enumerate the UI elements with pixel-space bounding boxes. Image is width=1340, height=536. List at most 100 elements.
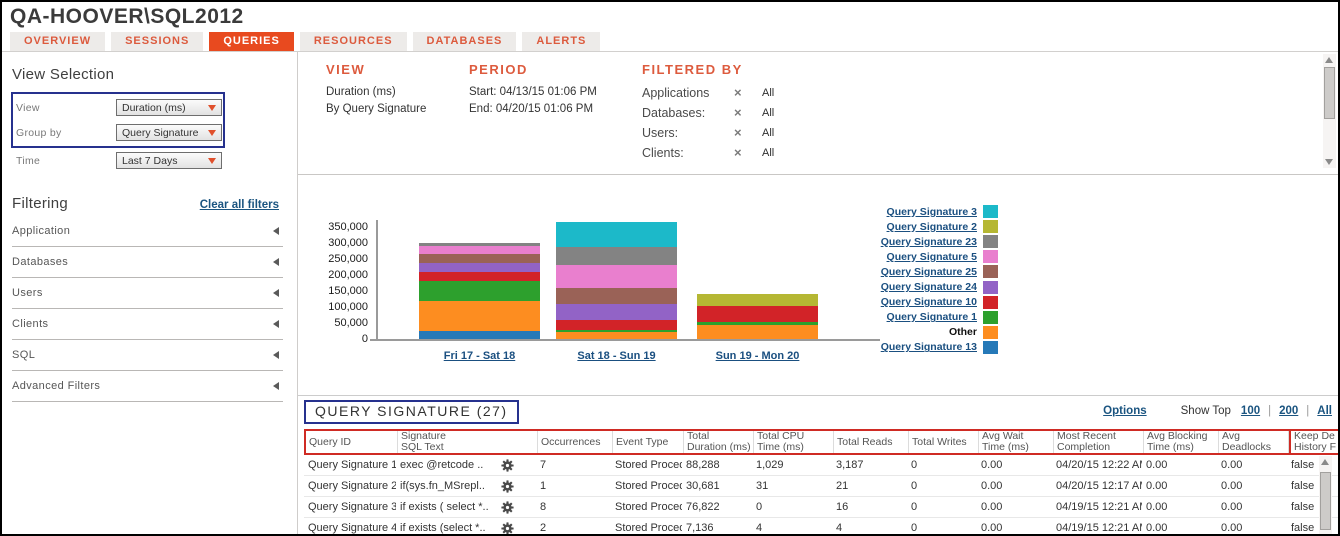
- legend-label[interactable]: Query Signature 25: [880, 265, 977, 278]
- remove-filter-icon[interactable]: ×: [734, 125, 742, 140]
- category-link-sun-19-mon-20[interactable]: Sun 19 - Mon 20: [715, 350, 800, 362]
- bar-segment-query-signature-1: [419, 280, 540, 302]
- legend-label[interactable]: Query Signature 1: [886, 311, 977, 324]
- column-header-occurrences: Occurrences: [538, 431, 613, 453]
- legend-label[interactable]: Query Signature 5: [886, 250, 977, 263]
- filter-section-clients[interactable]: Clients: [12, 309, 283, 340]
- legend-swatch: [983, 265, 998, 279]
- column-header-keep-de-history-f: Keep De History F: [1289, 431, 1338, 453]
- tab-overview[interactable]: OVERVIEW: [10, 32, 106, 51]
- separator: |: [1268, 405, 1272, 417]
- legend-label[interactable]: Query Signature 3: [886, 205, 977, 218]
- separator: |: [1306, 405, 1310, 417]
- cell-signature-sql-text: exec @retcode ..: [396, 458, 536, 472]
- scrollbar-thumb[interactable]: [1320, 472, 1331, 530]
- gear-icon[interactable]: [501, 521, 514, 534]
- legend-swatch: [983, 220, 998, 234]
- cell-event-type: Stored Proced: [615, 501, 682, 513]
- groupby-dropdown[interactable]: Query Signature: [116, 124, 222, 141]
- filter-section-label: Application: [12, 225, 71, 237]
- scroll-down-icon[interactable]: [1325, 159, 1333, 165]
- bar-segment-query-signature-13: [419, 330, 540, 339]
- column-header-signature-sql-text: Signature SQL Text: [398, 431, 538, 453]
- options-link[interactable]: Options: [1103, 405, 1147, 417]
- filter-section-advanced-filters[interactable]: Advanced Filters: [12, 371, 283, 402]
- filter-section-databases[interactable]: Databases: [12, 247, 283, 278]
- view-selection-title: View Selection: [12, 66, 115, 83]
- gear-icon[interactable]: [501, 458, 514, 472]
- chevron-left-icon: [273, 289, 279, 297]
- cell-avg-deadlocks: 0.00: [1221, 501, 1243, 513]
- view-dropdown-value: Duration (ms): [122, 101, 186, 114]
- time-label: Time: [16, 154, 41, 167]
- show-top-100[interactable]: 100: [1240, 405, 1261, 417]
- gear-icon[interactable]: [501, 479, 514, 493]
- legend-swatch: [983, 325, 998, 339]
- tab-databases[interactable]: DATABASES: [412, 32, 517, 51]
- filter-section-users[interactable]: Users: [12, 278, 283, 309]
- scroll-up-icon[interactable]: [1325, 57, 1333, 63]
- cell-query-id: Query Signature 3: [308, 501, 396, 513]
- time-dropdown-value: Last 7 Days: [122, 154, 178, 167]
- bar-fri-17-sat-18[interactable]: [419, 242, 540, 339]
- table-row-query-signature-2[interactable]: Query Signature 2 if(sys.fn_MSrepl.. 1 Stor…: [304, 476, 1338, 497]
- header-line: Query ID: [309, 435, 352, 448]
- cell-occurrences: 2: [540, 522, 547, 534]
- tab-resources[interactable]: RESOURCES: [299, 32, 407, 51]
- show-top-200[interactable]: 200: [1279, 405, 1299, 417]
- gear-icon[interactable]: [501, 500, 514, 514]
- table-row-query-signature-1[interactable]: Query Signature 1 exec @retcode .. 7 Stored…: [304, 455, 1338, 476]
- remove-filter-icon[interactable]: ×: [734, 105, 742, 120]
- remove-filter-icon[interactable]: ×: [734, 85, 742, 100]
- clear-all-filters-link[interactable]: Clear all filters: [199, 199, 279, 211]
- chevron-left-icon: [273, 320, 279, 328]
- legend-item-query-signature-5: Query Signature 5: [886, 249, 998, 264]
- filter-section-label: Databases: [12, 256, 69, 268]
- table-title: QUERY SIGNATURE (27): [304, 400, 519, 424]
- legend-label[interactable]: Query Signature 23: [880, 235, 977, 248]
- filter-section-label: Advanced Filters: [12, 380, 101, 392]
- bar-sat-18-sun-19[interactable]: [556, 221, 677, 339]
- scroll-up-icon[interactable]: [1321, 459, 1329, 465]
- tab-queries[interactable]: QUERIES: [209, 32, 294, 51]
- category-link-fri-17-sat-18[interactable]: Fri 17 - Sat 18: [443, 350, 516, 362]
- table-row-query-signature-3[interactable]: Query Signature 3 if exists ( select *.. 8…: [304, 497, 1338, 518]
- y-tick-label: 350,000: [328, 221, 368, 233]
- bar-segment-query-signature-24: [556, 303, 677, 321]
- filter-section-application[interactable]: Application: [12, 216, 283, 247]
- tab-sessions[interactable]: SESSIONS: [111, 32, 204, 51]
- cell-keep-de-history-f: false: [1291, 459, 1315, 471]
- chart-legend: Query Signature 3 Query Signature 2 Query …: [881, 204, 998, 355]
- bar-sun-19-mon-20[interactable]: [697, 293, 818, 339]
- cell-avg-wait-time-ms-: 0.00: [981, 480, 1003, 492]
- show-top-links: 100 | 200 | All: [1241, 405, 1332, 417]
- table-scrollbar[interactable]: [1319, 456, 1332, 534]
- bar-segment-query-signature-25: [556, 288, 677, 304]
- view-grouping: By Query Signature: [326, 103, 427, 115]
- bar-segment-query-signature-10: [697, 305, 818, 322]
- legend-label[interactable]: Query Signature 10: [880, 296, 977, 309]
- bar-segment-query-signature-5: [419, 245, 540, 254]
- header-line: Avg: [1222, 431, 1240, 442]
- bar-segment-query-signature-10: [556, 320, 677, 331]
- remove-filter-icon[interactable]: ×: [734, 145, 742, 160]
- time-dropdown[interactable]: Last 7 Days: [116, 152, 222, 169]
- legend-label[interactable]: Query Signature 24: [880, 281, 977, 294]
- category-link-sat-18-sun-19[interactable]: Sat 18 - Sun 19: [577, 350, 656, 362]
- cell-total-reads: 21: [836, 480, 849, 492]
- legend-label[interactable]: Query Signature 13: [880, 341, 977, 354]
- legend-label[interactable]: Query Signature 2: [886, 220, 977, 233]
- chevron-down-icon: [208, 129, 216, 136]
- bar-segment-query-signature-2: [697, 293, 818, 306]
- summary-scrollbar[interactable]: [1323, 54, 1336, 168]
- view-dropdown[interactable]: Duration (ms): [116, 99, 222, 116]
- cell-total-writes: 0: [911, 459, 918, 471]
- show-top-all[interactable]: All: [1317, 405, 1332, 417]
- scrollbar-thumb[interactable]: [1324, 67, 1335, 119]
- cell-keep-de-history-f: false: [1291, 501, 1315, 513]
- table-row-query-signature-4[interactable]: Query Signature 4 if exists (select *.. 2 S…: [304, 518, 1338, 534]
- filter-section-sql[interactable]: SQL: [12, 340, 283, 371]
- cell-event-type: Stored Proced: [615, 522, 682, 534]
- column-header-avg-deadlocks: Avg Deadlocks: [1219, 431, 1289, 453]
- tab-alerts[interactable]: ALERTS: [522, 32, 601, 51]
